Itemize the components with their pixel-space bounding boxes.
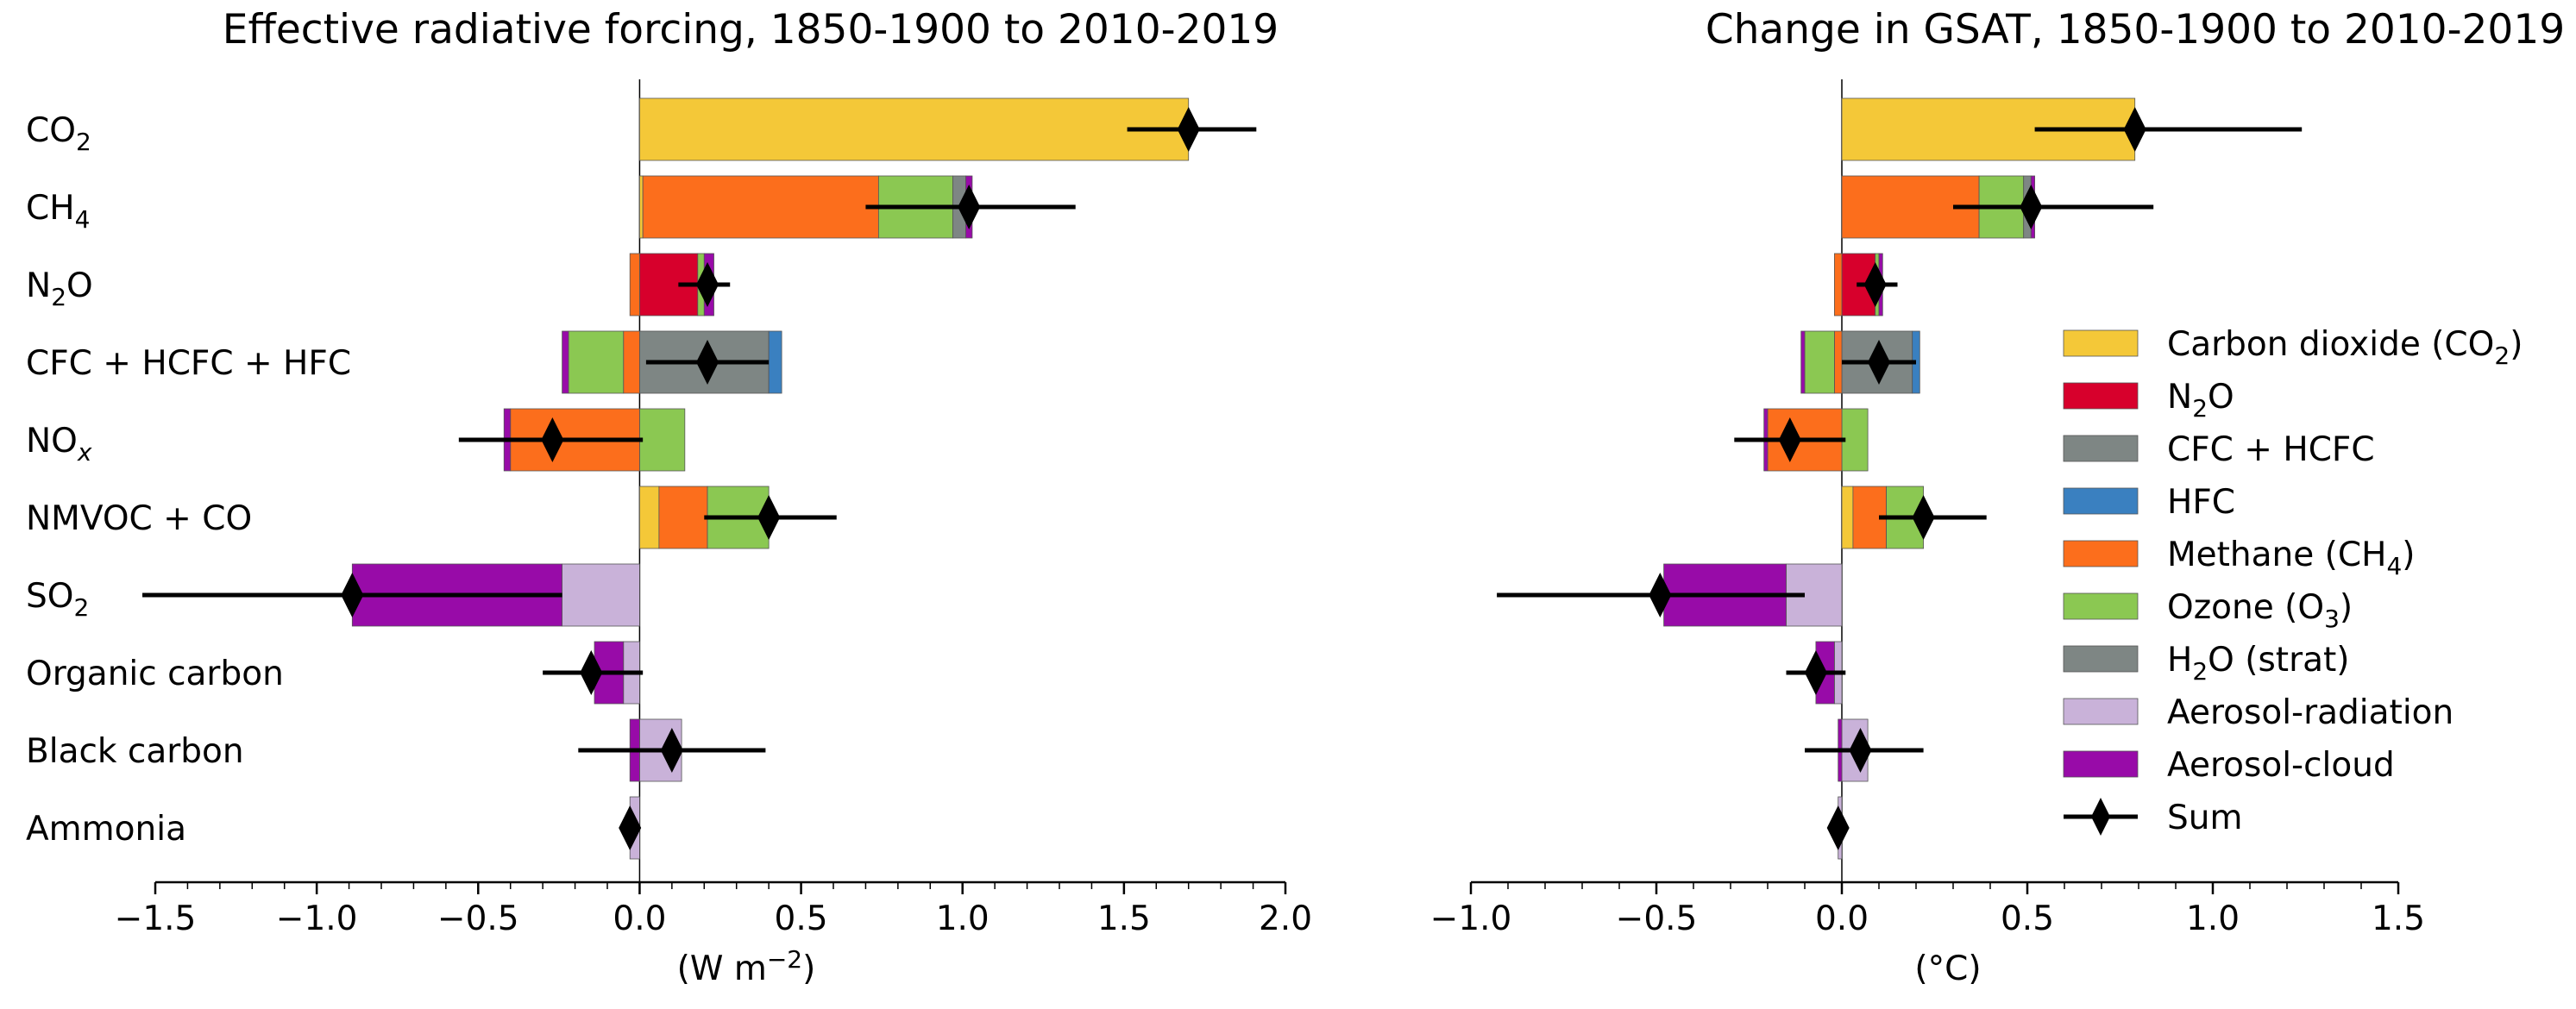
legend: Carbon dioxide (CO2) N2O CFC + HCFC HFC Meth… xyxy=(2063,325,2523,837)
legend-label: HFC xyxy=(2167,483,2235,522)
x-tick-label: −0.5 xyxy=(1616,899,1698,938)
x-tick-label: −0.5 xyxy=(437,899,519,938)
bar-segment-co2 xyxy=(639,175,644,239)
x-tick-label: 2.0 xyxy=(1259,899,1312,938)
sum-marker xyxy=(2020,185,2043,229)
sum-marker xyxy=(1912,495,1935,540)
legend-label: N2O xyxy=(2167,378,2234,423)
bar-segment-ch4 xyxy=(1833,330,1843,394)
legend-label: Carbon dioxide (CO2) xyxy=(2167,325,2523,370)
sum-marker xyxy=(958,185,981,229)
bar-segment-aer_rad xyxy=(562,563,640,627)
legend-label: CFC + HCFC xyxy=(2167,430,2375,469)
x-tick-label: 1.5 xyxy=(2372,899,2425,938)
bar-segment-co2 xyxy=(639,97,1190,161)
sum-marker xyxy=(2123,107,2146,152)
x-tick-label: 0.5 xyxy=(2001,899,2054,938)
x-tick-label: 0.0 xyxy=(613,899,666,938)
category-label: Organic carbon xyxy=(26,655,284,693)
bar-segment-o3 xyxy=(568,330,625,394)
bar-segment-aer_cloud xyxy=(562,330,569,394)
sum-marker xyxy=(1804,650,1827,695)
sum-marker xyxy=(1177,107,1200,152)
sum-marker xyxy=(341,573,364,617)
bar-segment-ch4 xyxy=(629,253,640,316)
panel-title: Effective radiative forcing, 1850-1900 t… xyxy=(223,6,1279,53)
x-tick-label: −1.0 xyxy=(276,899,358,938)
legend-swatch-n2o xyxy=(2063,382,2139,410)
sum-marker xyxy=(1649,573,1672,617)
category-label: NOx xyxy=(26,422,92,467)
panel-gsat: Change in GSAT, 1850-1900 to 2010-2019 −1… xyxy=(1430,6,2566,988)
sum-marker xyxy=(541,417,564,462)
x-tick-label: 0.0 xyxy=(1815,899,1869,938)
category-label: CFC + HCFC + HFC xyxy=(26,344,351,383)
category-label: Black carbon xyxy=(26,732,244,771)
panel-title: Change in GSAT, 1850-1900 to 2010-2019 xyxy=(1706,6,2565,53)
bar-segment-hfc xyxy=(768,330,782,394)
sum-marker xyxy=(580,650,603,695)
legend-swatch-aer_cloud xyxy=(2063,750,2139,778)
bar-segment-co2 xyxy=(1841,486,1854,549)
bar-segment-ch4 xyxy=(658,486,708,549)
sum-marker xyxy=(1868,340,1890,385)
sum-marker xyxy=(1863,262,1887,307)
legend-swatch-o3 xyxy=(2063,592,2139,620)
category-label: N2O xyxy=(26,266,93,311)
bar-segment-ch4 xyxy=(642,175,879,239)
sum-marker xyxy=(619,805,642,850)
legend-label: Sum xyxy=(2167,799,2242,837)
sum-marker xyxy=(757,495,781,540)
x-tick-label: −1.0 xyxy=(1430,899,1512,938)
legend-label: Ozone (O3) xyxy=(2167,588,2353,633)
bar-segment-co2 xyxy=(639,486,660,549)
x-tick-label: 0.5 xyxy=(775,899,828,938)
bar-segment-o3 xyxy=(1804,330,1835,394)
sum-marker xyxy=(1778,417,1801,462)
bar-segment-o3 xyxy=(1841,408,1869,472)
legend-label: H2O (strat) xyxy=(2167,641,2350,686)
legend-label: Methane (CH4) xyxy=(2167,536,2415,580)
category-label: NMVOC + CO xyxy=(26,499,252,538)
legend-swatch-aer_rad xyxy=(2063,698,2139,725)
legend-label: Aerosol-cloud xyxy=(2167,746,2395,785)
panel-erf: Effective radiative forcing, 1850-1900 t… xyxy=(115,6,1312,988)
sum-marker xyxy=(1849,728,1872,773)
x-tick-label: 1.0 xyxy=(936,899,990,938)
x-axis-label: (°C) xyxy=(1914,949,1981,988)
legend-label: Aerosol-radiation xyxy=(2167,693,2453,732)
sum-marker xyxy=(1826,805,1850,850)
legend-swatch-co2 xyxy=(2063,329,2139,357)
bar-segment-ch4 xyxy=(1833,253,1843,316)
sum-marker xyxy=(696,340,719,385)
sum-marker xyxy=(660,728,683,773)
legend-swatch-ch4 xyxy=(2063,540,2139,567)
legend-swatch-hfc xyxy=(2063,487,2139,515)
legend-sum-marker xyxy=(2091,798,2110,836)
bar-segment-aer_cloud xyxy=(1800,330,1806,394)
category-label: CO2 xyxy=(26,111,91,156)
x-tick-label: 1.0 xyxy=(2186,899,2240,938)
category-label: CH4 xyxy=(26,189,90,234)
bar-segment-o3 xyxy=(639,408,686,472)
x-tick-label: 1.5 xyxy=(1097,899,1151,938)
legend-swatch-h2o xyxy=(2063,645,2139,673)
bar-segment-ch4 xyxy=(623,330,640,394)
x-axis-label: (W m−2) xyxy=(677,945,816,988)
category-label: SO2 xyxy=(26,577,89,622)
category-label: Ammonia xyxy=(26,810,186,849)
sum-marker xyxy=(696,262,719,307)
x-tick-label: −1.5 xyxy=(115,899,197,938)
legend-swatch-cfc xyxy=(2063,435,2139,462)
